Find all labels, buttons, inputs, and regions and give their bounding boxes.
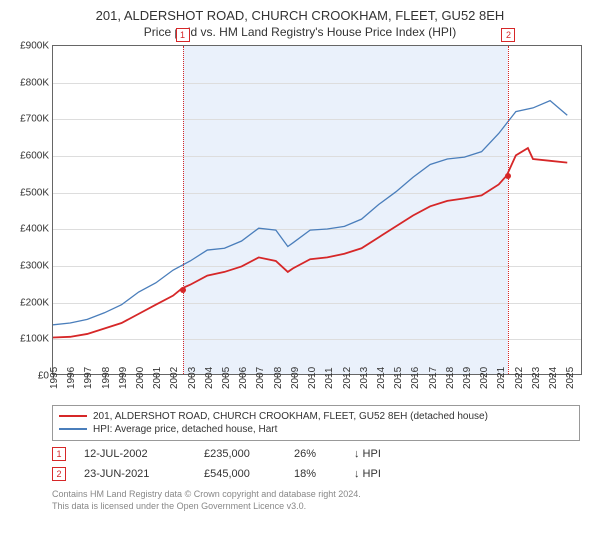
y-tick-label: £300K bbox=[20, 260, 49, 271]
legend-row-hpi: HPI: Average price, detached house, Hart bbox=[59, 423, 573, 436]
transaction-row-2: 2 23-JUN-2021£545,00018%↓ HPI bbox=[52, 467, 580, 481]
x-tick-label: 2004 bbox=[204, 367, 215, 389]
marker-label-1: 1 bbox=[176, 28, 190, 42]
tx-price: £545,000 bbox=[204, 468, 294, 480]
footnote-line2: This data is licensed under the Open Gov… bbox=[52, 501, 580, 513]
x-tick-label: 1999 bbox=[118, 367, 129, 389]
plot-area: £0£100K£200K£300K£400K£500K£600K£700K£80… bbox=[52, 45, 582, 375]
x-tick-label: 2011 bbox=[324, 367, 335, 389]
x-tick-label: 2009 bbox=[290, 367, 301, 389]
y-gridline bbox=[53, 156, 581, 157]
legend-label-property: 201, ALDERSHOT ROAD, CHURCH CROOKHAM, FL… bbox=[93, 411, 488, 422]
tx-pct: 26% bbox=[294, 448, 354, 460]
x-tick-label: 2018 bbox=[445, 367, 456, 389]
x-tick-label: 1997 bbox=[83, 367, 94, 389]
y-gridline bbox=[53, 339, 581, 340]
x-tick-label: 2016 bbox=[410, 367, 421, 389]
transaction-list: 1 12-JUL-2002£235,00026%↓ HPI 2 23-JUN-2021… bbox=[10, 447, 590, 481]
x-tick-label: 2001 bbox=[152, 367, 163, 389]
marker-vline-1 bbox=[183, 46, 184, 374]
y-axis: £0£100K£200K£300K£400K£500K£600K£700K£80… bbox=[9, 46, 49, 374]
tx-marker-1: 1 bbox=[52, 447, 66, 461]
chart-title: 201, ALDERSHOT ROAD, CHURCH CROOKHAM, FL… bbox=[10, 8, 590, 25]
marker-dot-1 bbox=[180, 287, 186, 293]
x-tick-label: 2019 bbox=[462, 367, 473, 389]
tx-date: 12-JUL-2002 bbox=[84, 448, 204, 460]
y-tick-label: £0 bbox=[38, 370, 49, 381]
x-tick-label: 2003 bbox=[187, 367, 198, 389]
footnote-line1: Contains HM Land Registry data © Crown c… bbox=[52, 489, 580, 501]
marker-vline-2 bbox=[508, 46, 509, 374]
y-gridline bbox=[53, 303, 581, 304]
y-tick-label: £400K bbox=[20, 224, 49, 235]
y-tick-label: £800K bbox=[20, 77, 49, 88]
x-tick-label: 2025 bbox=[565, 367, 576, 389]
y-tick-label: £500K bbox=[20, 187, 49, 198]
x-tick-label: 2024 bbox=[548, 367, 559, 389]
period-band bbox=[183, 46, 509, 374]
x-tick-label: 2023 bbox=[531, 367, 542, 389]
y-tick-label: £600K bbox=[20, 150, 49, 161]
tx-price: £235,000 bbox=[204, 448, 294, 460]
x-tick-label: 1998 bbox=[101, 367, 112, 389]
x-tick-label: 2012 bbox=[342, 367, 353, 389]
legend-swatch-hpi bbox=[59, 428, 87, 430]
marker-dot-2 bbox=[505, 173, 511, 179]
x-tick-label: 1996 bbox=[66, 367, 77, 389]
y-gridline bbox=[53, 266, 581, 267]
x-axis: 1995199619971998199920002001200220032004… bbox=[53, 374, 581, 398]
y-tick-label: £700K bbox=[20, 114, 49, 125]
tx-date: 23-JUN-2021 bbox=[84, 468, 204, 480]
y-gridline bbox=[53, 83, 581, 84]
x-tick-label: 2017 bbox=[428, 367, 439, 389]
tx-hpi: ↓ HPI bbox=[354, 468, 381, 480]
x-tick-label: 2006 bbox=[238, 367, 249, 389]
x-tick-label: 2015 bbox=[393, 367, 404, 389]
x-tick-label: 2000 bbox=[135, 367, 146, 389]
legend-label-hpi: HPI: Average price, detached house, Hart bbox=[93, 424, 277, 435]
x-tick-label: 2021 bbox=[496, 367, 507, 389]
x-tick-label: 2005 bbox=[221, 367, 232, 389]
y-tick-label: £100K bbox=[20, 334, 49, 345]
x-tick-label: 2002 bbox=[169, 367, 180, 389]
y-gridline bbox=[53, 229, 581, 230]
chart-container: 201, ALDERSHOT ROAD, CHURCH CROOKHAM, FL… bbox=[0, 0, 600, 560]
footnote: Contains HM Land Registry data © Crown c… bbox=[52, 489, 580, 512]
tx-marker-2: 2 bbox=[52, 467, 66, 481]
legend-swatch-property bbox=[59, 415, 87, 417]
x-tick-label: 2020 bbox=[479, 367, 490, 389]
x-tick-label: 2014 bbox=[376, 367, 387, 389]
x-tick-label: 1995 bbox=[49, 367, 60, 389]
legend: 201, ALDERSHOT ROAD, CHURCH CROOKHAM, FL… bbox=[52, 405, 580, 441]
chart-wrap: £0£100K£200K£300K£400K£500K£600K£700K£80… bbox=[52, 45, 580, 375]
tx-hpi: ↓ HPI bbox=[354, 448, 381, 460]
x-tick-label: 2022 bbox=[514, 367, 525, 389]
x-tick-label: 2008 bbox=[273, 367, 284, 389]
marker-label-2: 2 bbox=[501, 28, 515, 42]
tx-pct: 18% bbox=[294, 468, 354, 480]
legend-row-property: 201, ALDERSHOT ROAD, CHURCH CROOKHAM, FL… bbox=[59, 410, 573, 423]
x-tick-label: 2010 bbox=[307, 367, 318, 389]
x-tick-label: 2007 bbox=[255, 367, 266, 389]
y-gridline bbox=[53, 193, 581, 194]
y-tick-label: £900K bbox=[20, 40, 49, 51]
transaction-row-1: 1 12-JUL-2002£235,00026%↓ HPI bbox=[52, 447, 580, 461]
x-tick-label: 2013 bbox=[359, 367, 370, 389]
y-gridline bbox=[53, 119, 581, 120]
y-tick-label: £200K bbox=[20, 297, 49, 308]
